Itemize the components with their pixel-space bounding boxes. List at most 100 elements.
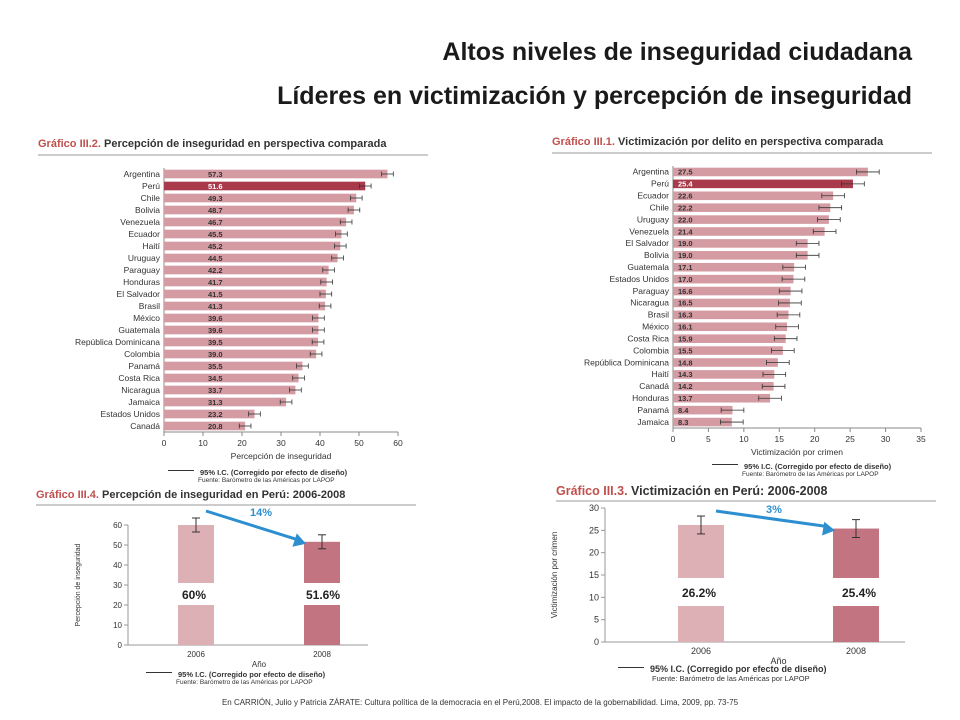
- bar: [673, 310, 789, 320]
- chart4-change-label: 3%: [766, 504, 782, 516]
- data-label: 39.5: [208, 338, 223, 347]
- ci-icon: [146, 672, 172, 678]
- data-label: 48.7: [208, 206, 223, 215]
- bar: [673, 405, 733, 415]
- y-tick-label: 10: [589, 592, 599, 602]
- chart3-number: Gráfico III.4.: [36, 489, 99, 501]
- chart3-change-label: 14%: [250, 507, 273, 519]
- data-label: 13.7: [678, 394, 693, 403]
- category-label: Argentina: [633, 167, 670, 177]
- chart4-legend: 95% I.C. (Corregido por efecto de diseño…: [618, 664, 827, 683]
- bar: [164, 421, 246, 431]
- bar: [673, 167, 868, 177]
- x-axis-label: Año: [770, 656, 786, 666]
- chart2-divider: [552, 152, 932, 154]
- data-label: 51.6: [208, 182, 223, 191]
- x-tick-label: 2006: [187, 650, 205, 659]
- category-label: Brasil: [139, 301, 160, 311]
- x-tick-label: 10: [198, 438, 208, 448]
- chart3-legend-text: 95% I.C. (Corregido por efecto de diseño…: [178, 670, 326, 679]
- data-label: 22.0: [678, 215, 693, 224]
- y-axis-label: Victimización por crimen: [550, 532, 559, 619]
- bar: [673, 227, 825, 236]
- label-band: [177, 583, 215, 605]
- data-label: 20.8: [208, 422, 223, 431]
- category-label: Colombia: [633, 345, 669, 355]
- bar: [673, 346, 783, 355]
- chart2-legend: 95% I.C. (Corregido por efecto de diseño…: [712, 462, 891, 478]
- data-label: 22.6: [678, 192, 693, 201]
- category-label: México: [642, 322, 669, 332]
- chart2-legend-text: 95% I.C. (Corregido por efecto de diseño…: [744, 462, 892, 471]
- data-label: 57.3: [208, 170, 223, 179]
- arrow-head-icon: [822, 521, 835, 536]
- ci-icon: [168, 470, 194, 476]
- category-label: República Dominicana: [75, 337, 160, 347]
- chart1-number: Gráfico III.2.: [38, 138, 101, 150]
- data-label: 39.6: [208, 326, 223, 335]
- category-label: Canadá: [639, 381, 669, 391]
- data-label: 23.2: [208, 410, 223, 419]
- x-tick-label: 15: [775, 434, 785, 444]
- category-label: Argentina: [124, 169, 161, 179]
- category-label: República Dominicana: [584, 357, 669, 367]
- bar: [164, 409, 255, 419]
- data-label: 45.5: [208, 230, 223, 239]
- data-label: 41.3: [208, 302, 223, 311]
- chart3-source: Fuente: Barómetro de las Américas por LA…: [176, 679, 313, 686]
- category-label: Venezuela: [120, 217, 160, 227]
- category-label: Ecuador: [637, 191, 669, 201]
- y-tick-label: 25: [589, 525, 599, 535]
- category-label: Costa Rica: [118, 373, 160, 383]
- data-label: 16.1: [678, 323, 693, 332]
- bar: [673, 239, 808, 248]
- x-tick-label: 0: [671, 434, 676, 444]
- bar: [673, 334, 786, 343]
- data-label: 49.3: [208, 194, 223, 203]
- chart4-number: Gráfico III.3.: [556, 484, 628, 498]
- bar: [164, 349, 317, 359]
- category-label: Guatemala: [627, 262, 669, 272]
- bar: [673, 298, 790, 308]
- chart4-source: Fuente: Barómetro de las Américas por LA…: [652, 674, 810, 683]
- bar: [673, 203, 831, 212]
- data-label: 27.5: [678, 168, 693, 177]
- y-tick-label: 30: [589, 503, 599, 513]
- y-tick-label: 5: [594, 615, 599, 625]
- bar: [164, 277, 327, 287]
- category-label: Haití: [143, 241, 161, 251]
- chart3-value-2008: 51.6%: [306, 588, 341, 602]
- y-tick-label: 50: [113, 541, 122, 550]
- data-label: 41.7: [208, 278, 223, 287]
- data-label: 25.4: [678, 180, 693, 189]
- y-tick-label: 10: [113, 621, 122, 630]
- chart4-legend-text: 95% I.C. (Corregido por efecto de diseño…: [650, 664, 827, 674]
- bar: [164, 181, 366, 191]
- bar: [164, 229, 342, 239]
- x-tick-label: 2008: [846, 646, 866, 656]
- category-label: Chile: [650, 202, 670, 212]
- data-label: 46.7: [208, 218, 223, 227]
- y-tick-label: 15: [589, 570, 599, 580]
- y-tick-label: 0: [118, 641, 123, 650]
- chart3-divider: [36, 504, 416, 506]
- category-label: Jamaica: [128, 397, 160, 407]
- category-label: El Salvador: [117, 289, 161, 299]
- category-label: México: [133, 313, 160, 323]
- bar: [164, 313, 319, 323]
- bar: [164, 217, 347, 227]
- x-tick-label: 30: [881, 434, 891, 444]
- y-tick-label: 40: [113, 561, 122, 570]
- category-label: Haití: [652, 369, 670, 379]
- chart1-divider: [38, 154, 428, 156]
- category-label: El Salvador: [626, 238, 670, 248]
- category-label: Brasil: [648, 310, 669, 320]
- bar: [673, 262, 795, 272]
- category-label: Estados Unidos: [609, 274, 669, 284]
- chart4-plot: 0 5 10 15 20 25 30 Victimización por crimen 2006…: [550, 503, 905, 666]
- bar: [673, 322, 788, 332]
- chart3-legend: 95% I.C. (Corregido por efecto de diseño…: [146, 670, 325, 686]
- x-axis-label: Victimización por crimen: [751, 447, 843, 457]
- chart4-divider: [556, 500, 936, 502]
- chart2-plot: 0 5 10 15 20 25 30 35 Victimización por crimen Ar…: [584, 166, 926, 457]
